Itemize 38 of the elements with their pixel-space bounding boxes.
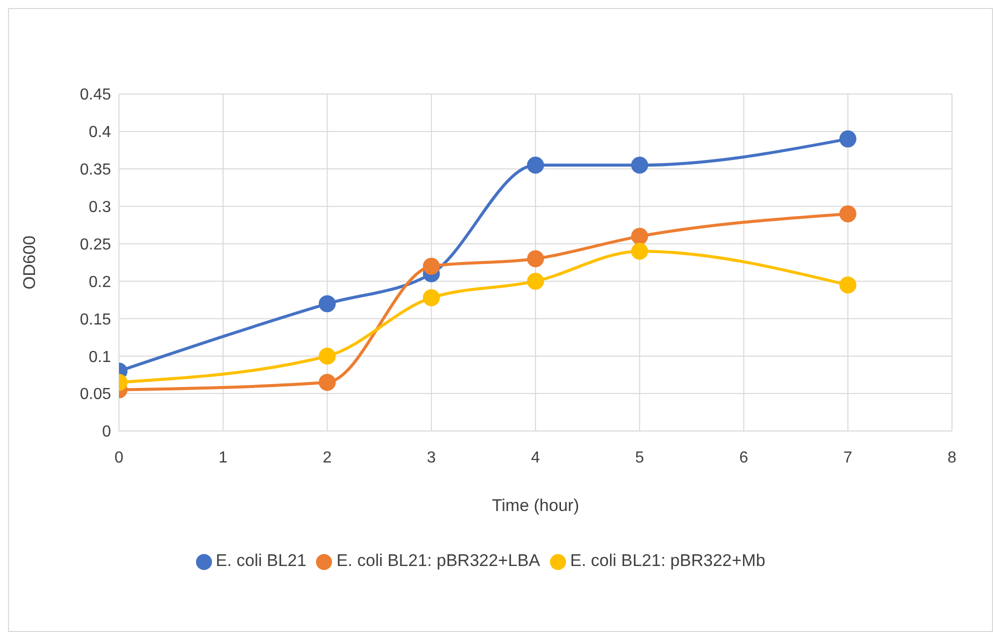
legend-label: E. coli BL21: pBR322+LBA: [336, 551, 540, 570]
x-tick-label: 1: [218, 449, 228, 466]
point: [527, 272, 544, 290]
y-tick-label: 0.4: [88, 124, 112, 142]
y-tick-label: 0.15: [80, 311, 112, 328]
point: [631, 242, 648, 260]
point: [631, 156, 648, 174]
y-tick-label: 0.2: [88, 274, 112, 291]
point: [318, 348, 336, 365]
x-tick-label: 5: [635, 449, 644, 466]
point: [839, 205, 856, 222]
point: [631, 228, 648, 245]
x-tick-label: 3: [426, 449, 436, 466]
x-axis-title: Time (hour): [492, 496, 580, 515]
y-tick-label: 0.25: [80, 236, 112, 254]
legend-label: E. coli BL21: pBR322+Mb: [570, 551, 766, 570]
x-tick-label: 4: [531, 449, 540, 466]
point: [318, 374, 336, 391]
point: [527, 250, 544, 268]
y-axis-title: OD600: [20, 236, 40, 290]
x-tick-label: 6: [739, 449, 748, 466]
x-tick-label: 0: [114, 449, 124, 466]
point: [318, 295, 336, 312]
y-tick-label: 0.35: [80, 162, 112, 179]
y-tick-label: 0.3: [88, 199, 112, 216]
point: [422, 258, 440, 275]
point: [839, 276, 856, 294]
point: [422, 289, 440, 306]
y-tick-label: 0.1: [88, 348, 112, 366]
x-tick-label: 8: [948, 449, 957, 466]
y-tick-label: 0: [102, 424, 112, 441]
x-tick-label: 7: [843, 449, 852, 466]
y-tick-label: 0.05: [80, 386, 112, 404]
legend-label: E. coli BL21: [216, 551, 306, 570]
point: [839, 130, 856, 148]
x-tick-label: 2: [322, 449, 332, 466]
y-tick-label: 0.45: [80, 86, 112, 104]
point: [527, 156, 544, 174]
